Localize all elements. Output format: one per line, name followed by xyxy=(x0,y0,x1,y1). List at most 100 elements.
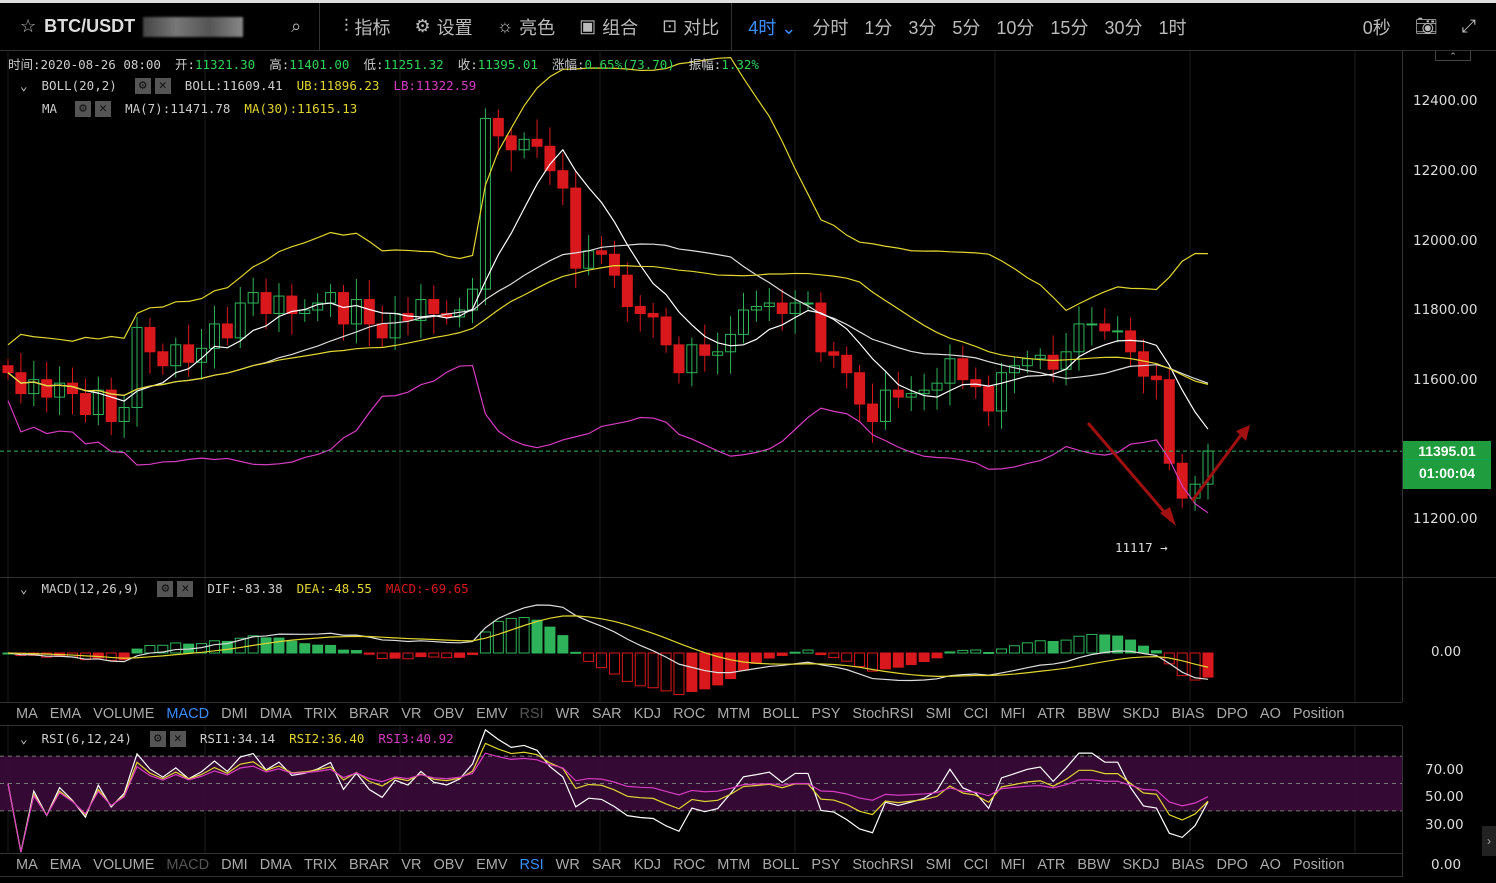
expand-arrow-icon[interactable]: › xyxy=(1482,826,1496,856)
compare-button[interactable]: ⊡ 对比 xyxy=(662,14,719,40)
timeframe-3分[interactable]: 3分 xyxy=(908,17,937,38)
tab-emv[interactable]: EMV xyxy=(476,857,508,873)
candlestick-chart[interactable] xyxy=(0,51,1402,577)
tab-bbw[interactable]: BBW xyxy=(1077,706,1111,722)
tab-bias[interactable]: BIAS xyxy=(1171,857,1205,873)
timeframe-4时[interactable]: 4时 ⌄ xyxy=(748,17,797,38)
tab-mfi[interactable]: MFI xyxy=(1000,857,1026,873)
tab-psy[interactable]: PSY xyxy=(811,706,841,722)
tab-ao[interactable]: AO xyxy=(1259,706,1281,722)
tab-cci[interactable]: CCI xyxy=(963,857,989,873)
tab-volume[interactable]: VOLUME xyxy=(93,706,155,722)
tab-dpo[interactable]: DPO xyxy=(1216,706,1248,722)
gear-icon[interactable]: ⚙ xyxy=(157,581,174,597)
gear-icon[interactable]: ⚙ xyxy=(134,78,151,94)
tab-stochrsi[interactable]: StochRSI xyxy=(852,706,914,722)
tab-ma[interactable]: MA xyxy=(16,857,38,873)
tab-position[interactable]: Position xyxy=(1292,706,1345,722)
tab-mtm[interactable]: MTM xyxy=(717,857,751,873)
timeframe-10分[interactable]: 10分 xyxy=(996,17,1035,38)
tab-rsi[interactable]: RSI xyxy=(519,706,544,722)
tab-macd[interactable]: MACD xyxy=(166,857,210,873)
chevron-up-icon[interactable]: ⌃ xyxy=(1435,51,1471,61)
rsi-pane[interactable] xyxy=(0,726,1402,853)
close-icon[interactable]: ✕ xyxy=(169,731,186,747)
tab-bias[interactable]: BIAS xyxy=(1171,706,1205,722)
tab-boll[interactable]: BOLL xyxy=(762,857,800,873)
theme-button[interactable]: ☼ 亮色 xyxy=(497,14,556,40)
price-axis[interactable]: ⌃ 12400.00 12200.00 12000.00 11800.00 11… xyxy=(1402,51,1496,577)
gear-icon[interactable]: ⚙ xyxy=(75,101,92,117)
macd-bar xyxy=(776,652,788,656)
tab-macd[interactable]: MACD xyxy=(166,706,210,722)
timeframe-1时[interactable]: 1时 xyxy=(1158,17,1187,38)
tab-dma[interactable]: DMA xyxy=(259,857,292,873)
tab-bbw[interactable]: BBW xyxy=(1077,857,1111,873)
collapse-icon[interactable]: ⌄ xyxy=(20,731,28,746)
tab-trix[interactable]: TRIX xyxy=(303,857,337,873)
tab-dma[interactable]: DMA xyxy=(259,706,292,722)
tab-dmi[interactable]: DMI xyxy=(221,706,248,722)
tab-psy[interactable]: PSY xyxy=(811,857,841,873)
macd-pane[interactable] xyxy=(0,578,1402,702)
tab-boll[interactable]: BOLL xyxy=(762,706,800,722)
symbol-selector[interactable]: ☆ BTC/USDT ⌕ xyxy=(0,3,320,50)
timeframe-30分[interactable]: 30分 xyxy=(1104,17,1143,38)
tab-vr[interactable]: VR xyxy=(401,857,422,873)
tab-obv[interactable]: OBV xyxy=(433,706,465,722)
close-icon[interactable]: ✕ xyxy=(177,581,194,597)
timeframe-15分[interactable]: 15分 xyxy=(1050,17,1089,38)
tab-sar[interactable]: SAR xyxy=(591,857,622,873)
tab-dpo[interactable]: DPO xyxy=(1216,857,1248,873)
tab-position[interactable]: Position xyxy=(1292,857,1345,873)
combo-button[interactable]: ▣ 组合 xyxy=(579,14,638,40)
tab-kdj[interactable]: KDJ xyxy=(633,706,662,722)
tab-obv[interactable]: OBV xyxy=(433,857,465,873)
macd-bar xyxy=(467,652,479,655)
tab-roc[interactable]: ROC xyxy=(673,706,706,722)
fullscreen-icon[interactable]: ⤢ xyxy=(1461,16,1476,36)
collapse-icon[interactable]: ⌄ xyxy=(20,581,28,596)
close-icon[interactable]: ✕ xyxy=(95,101,112,117)
tab-brar[interactable]: BRAR xyxy=(348,857,390,873)
timeframe-1分[interactable]: 1分 xyxy=(864,17,893,38)
close-icon[interactable]: ✕ xyxy=(154,78,171,94)
tab-ema[interactable]: EMA xyxy=(49,706,82,722)
search-icon[interactable]: ⌕ xyxy=(291,16,302,36)
gear-icon[interactable]: ⚙ xyxy=(149,731,166,747)
camera-icon[interactable]: 📷︎ xyxy=(1414,16,1438,36)
tab-stochrsi[interactable]: StochRSI xyxy=(852,857,914,873)
star-icon[interactable]: ☆ xyxy=(20,16,37,36)
tab-trix[interactable]: TRIX xyxy=(303,706,337,722)
settings-button[interactable]: ⚙ 设置 xyxy=(415,14,473,40)
tab-smi[interactable]: SMI xyxy=(925,706,952,722)
tab-skdj[interactable]: SKDJ xyxy=(1122,857,1160,873)
tab-atr[interactable]: ATR xyxy=(1037,706,1066,722)
tab-dmi[interactable]: DMI xyxy=(221,857,248,873)
indicator-button[interactable]: ⫶ 指标 xyxy=(344,14,391,40)
tab-roc[interactable]: ROC xyxy=(673,857,706,873)
tab-ma[interactable]: MA xyxy=(16,706,38,722)
tab-wr[interactable]: WR xyxy=(555,706,580,722)
tab-brar[interactable]: BRAR xyxy=(348,706,390,722)
collapse-icon[interactable]: ⌄ xyxy=(20,78,28,93)
amplitude-value: 1.32% xyxy=(721,57,759,72)
tab-mtm[interactable]: MTM xyxy=(717,706,751,722)
tab-emv[interactable]: EMV xyxy=(476,706,508,722)
tab-cci[interactable]: CCI xyxy=(963,706,989,722)
timeframe-分时[interactable]: 分时 xyxy=(812,17,849,38)
tab-wr[interactable]: WR xyxy=(555,857,580,873)
tab-kdj[interactable]: KDJ xyxy=(633,857,662,873)
timeframe-5分[interactable]: 5分 xyxy=(952,17,981,38)
tab-ao[interactable]: AO xyxy=(1259,857,1281,873)
tab-rsi[interactable]: RSI xyxy=(519,857,544,873)
tab-skdj[interactable]: SKDJ xyxy=(1122,706,1160,722)
tab-atr[interactable]: ATR xyxy=(1037,857,1066,873)
price-chart[interactable] xyxy=(0,51,1402,577)
tab-sar[interactable]: SAR xyxy=(591,706,622,722)
tab-volume[interactable]: VOLUME xyxy=(93,857,155,873)
tab-ema[interactable]: EMA xyxy=(49,857,82,873)
tab-smi[interactable]: SMI xyxy=(925,857,952,873)
tab-vr[interactable]: VR xyxy=(401,706,422,722)
tab-mfi[interactable]: MFI xyxy=(1000,706,1026,722)
